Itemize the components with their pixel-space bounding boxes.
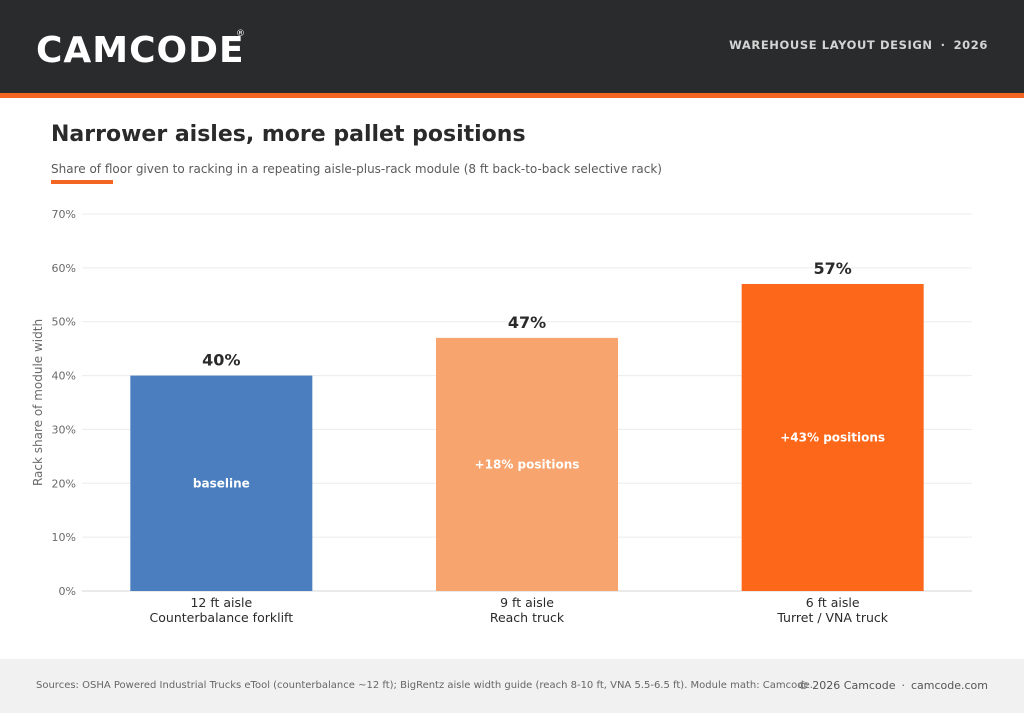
brand-wordmark: CAMCODE [36, 30, 245, 68]
header-bar: CAMCODE ® WAREHOUSE LAYOUT DESIGN · 2026 [0, 0, 1024, 98]
chart-subtitle: Share of floor given to racking in a rep… [51, 162, 662, 176]
x-tick-label: 6 ft aisle [806, 595, 860, 610]
y-tick-label: 0% [59, 585, 76, 598]
bar [130, 375, 313, 591]
footer-copyright: © 2026 Camcode [797, 679, 896, 692]
y-tick-label: 30% [52, 423, 76, 436]
registered-mark: ® [236, 29, 245, 39]
x-tick-label: Turret / VNA truck [776, 610, 888, 625]
y-tick-label: 60% [52, 262, 76, 275]
x-tick-label: 12 ft aisle [190, 595, 252, 610]
chart-title: Narrower aisles, more pallet positions [51, 122, 526, 147]
y-tick-label: 50% [52, 316, 76, 329]
y-tick-label: 10% [52, 531, 76, 544]
header-section: WAREHOUSE LAYOUT DESIGN [729, 38, 933, 52]
header-year: 2026 [953, 38, 988, 52]
bar-chart: 0% 10% 20% 30% 40% 50% 60% 70% Rack share of mod… [31, 208, 972, 625]
bar [436, 337, 618, 591]
bar-inner-label: +18% positions [475, 457, 580, 471]
y-tick-label: 70% [52, 208, 76, 221]
x-tick-label: Reach truck [490, 610, 565, 625]
bar [741, 284, 924, 591]
footer-sources: Sources: OSHA Powered Industrial Trucks … [36, 680, 813, 691]
title-accent-bar [51, 180, 113, 184]
footer-credits: © 2026 Camcode · camcode.com [798, 679, 988, 692]
x-tick-label: 9 ft aisle [500, 595, 554, 610]
footer-separator: · [901, 679, 905, 692]
data-label: 47% [508, 313, 546, 332]
data-label: 40% [202, 351, 240, 370]
bar-inner-label: +43% positions [780, 431, 885, 445]
y-tick-label: 20% [52, 477, 76, 490]
bar-inner-label: baseline [193, 476, 250, 490]
footer: Sources: OSHA Powered Industrial Trucks … [0, 659, 1024, 713]
header-separator: · [940, 38, 946, 52]
data-label: 57% [814, 259, 852, 278]
camcode-logo[interactable]: CAMCODE ® [36, 24, 256, 68]
header-section-label: WAREHOUSE LAYOUT DESIGN · 2026 [729, 38, 988, 52]
footer-site-link[interactable]: camcode.com [910, 679, 988, 692]
y-axis-label: Rack share of module width [31, 319, 45, 486]
y-tick-label: 40% [52, 370, 76, 383]
x-tick-label: Counterbalance forklift [150, 610, 294, 625]
